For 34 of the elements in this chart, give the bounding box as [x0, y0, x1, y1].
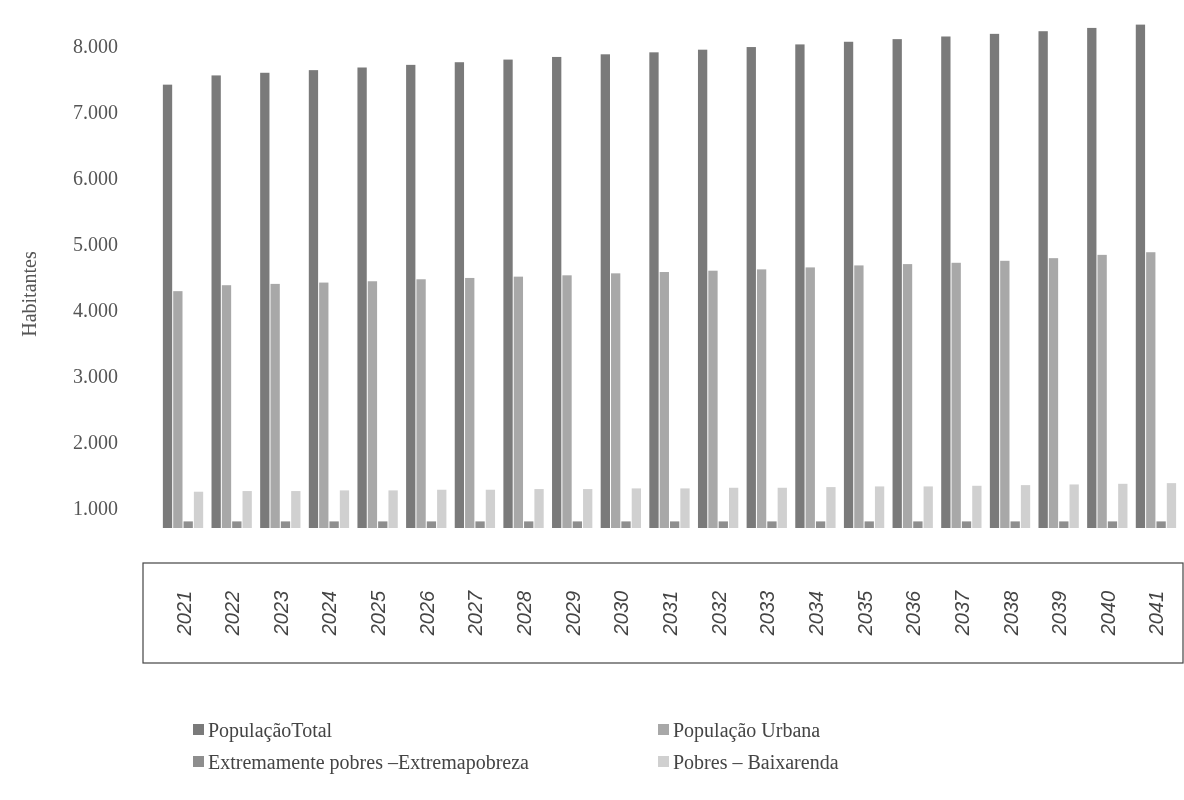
legend-label: Extremamente pobres –Extremapobreza: [208, 751, 530, 774]
y-tick-label: 3.000: [73, 365, 118, 388]
x-tick-label: 2036: [902, 589, 925, 637]
x-tick-label: 2032: [707, 590, 730, 637]
x-tick-label: 2031: [659, 590, 681, 637]
y-tick-label: 1.000: [73, 497, 118, 520]
y-tick-label: 6.000: [73, 167, 118, 190]
y-axis-title: Habitantes: [18, 251, 40, 337]
legend-label: Pobres – Baixarenda: [673, 751, 839, 773]
x-tick-label: 2026: [415, 589, 438, 637]
x-tick-label: 2027: [464, 589, 487, 637]
x-tick-label: 2034: [804, 590, 827, 637]
x-tick-label: 2024: [318, 590, 341, 637]
x-tick-label: 2022: [221, 590, 244, 637]
x-tick-label: 2039: [1048, 590, 1071, 637]
x-tick-label: 2041: [1145, 590, 1168, 637]
x-tick-label: 2037: [950, 589, 973, 637]
x-tick-label: 2040: [1096, 590, 1119, 637]
x-tick-label: 2030: [610, 590, 633, 637]
y-tick-label: 4.000: [73, 299, 118, 322]
legend-label: População Urbana: [673, 719, 821, 742]
x-tick-label: 2029: [561, 590, 584, 637]
x-tick-label: 2023: [269, 590, 292, 637]
legend-label: PopulaçãoTotal: [208, 719, 333, 742]
x-tick-label: 2038: [999, 590, 1022, 637]
x-tick-label: 2021: [172, 590, 195, 637]
y-tick-label: 2.000: [73, 431, 118, 454]
x-tick-label: 2035: [853, 589, 876, 637]
x-tick-label: 2028: [513, 590, 536, 637]
x-tick-label: 2033: [756, 590, 779, 637]
y-tick-label: 7.000: [73, 101, 118, 124]
y-tick-label: 5.000: [73, 233, 118, 256]
x-tick-label: 2025: [367, 589, 390, 637]
y-tick-label: 8.000: [73, 35, 118, 58]
